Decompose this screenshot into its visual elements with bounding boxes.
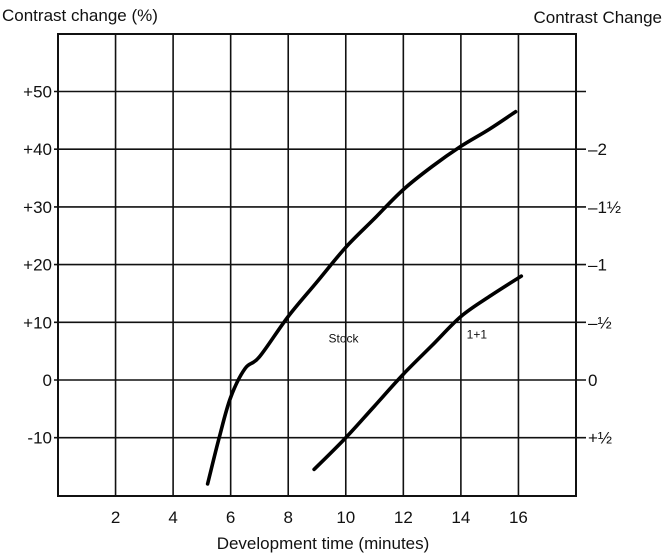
y-tick-label-right: –2 (588, 140, 607, 159)
y-axis-label-left: Contrast change (%) (2, 6, 158, 25)
x-axis: 2 4 6 8 10 12 14 16 (111, 508, 528, 527)
x-tick-label: 14 (451, 508, 470, 527)
series-annotation: Stock (329, 331, 360, 345)
x-tick-label: 12 (394, 508, 413, 527)
y-tick-label-right: –1½ (588, 198, 621, 217)
annotations: Stock 1+1 (329, 327, 488, 345)
grid (54, 34, 586, 496)
x-tick-label: 4 (168, 508, 177, 527)
x-tick-label: 2 (111, 508, 120, 527)
x-tick-label: 8 (283, 508, 292, 527)
series-line-2 (312, 274, 524, 472)
x-axis-label: Development time (minutes) (217, 534, 430, 553)
y-tick-label-left: +10 (23, 313, 52, 332)
y-axis-left: -10 0 +10 +20 +30 +40 +50 (23, 83, 52, 448)
y-tick-label-left: +50 (23, 83, 52, 102)
x-tick-label: 10 (336, 508, 355, 527)
y-axis-right: +½ 0 –½ –1 –1½ –2 (588, 140, 621, 448)
series-annotation: 1+1 (467, 327, 488, 341)
x-tick-label: 6 (226, 508, 235, 527)
series-line-1 (205, 109, 518, 486)
y-tick-label-right: –1 (588, 256, 607, 275)
y-tick-label-left: -10 (27, 429, 52, 448)
y-axis-label-right: Contrast Change (533, 8, 662, 27)
series-group (205, 109, 524, 486)
x-tick-label: 16 (509, 508, 528, 527)
y-tick-label-right: –½ (588, 313, 612, 332)
y-tick-label-left: +30 (23, 198, 52, 217)
y-tick-label-right: +½ (588, 429, 612, 448)
y-tick-label-left: +20 (23, 256, 52, 275)
y-tick-label-right: 0 (588, 371, 597, 390)
y-tick-label-left: 0 (43, 371, 52, 390)
y-tick-label-left: +40 (23, 140, 52, 159)
